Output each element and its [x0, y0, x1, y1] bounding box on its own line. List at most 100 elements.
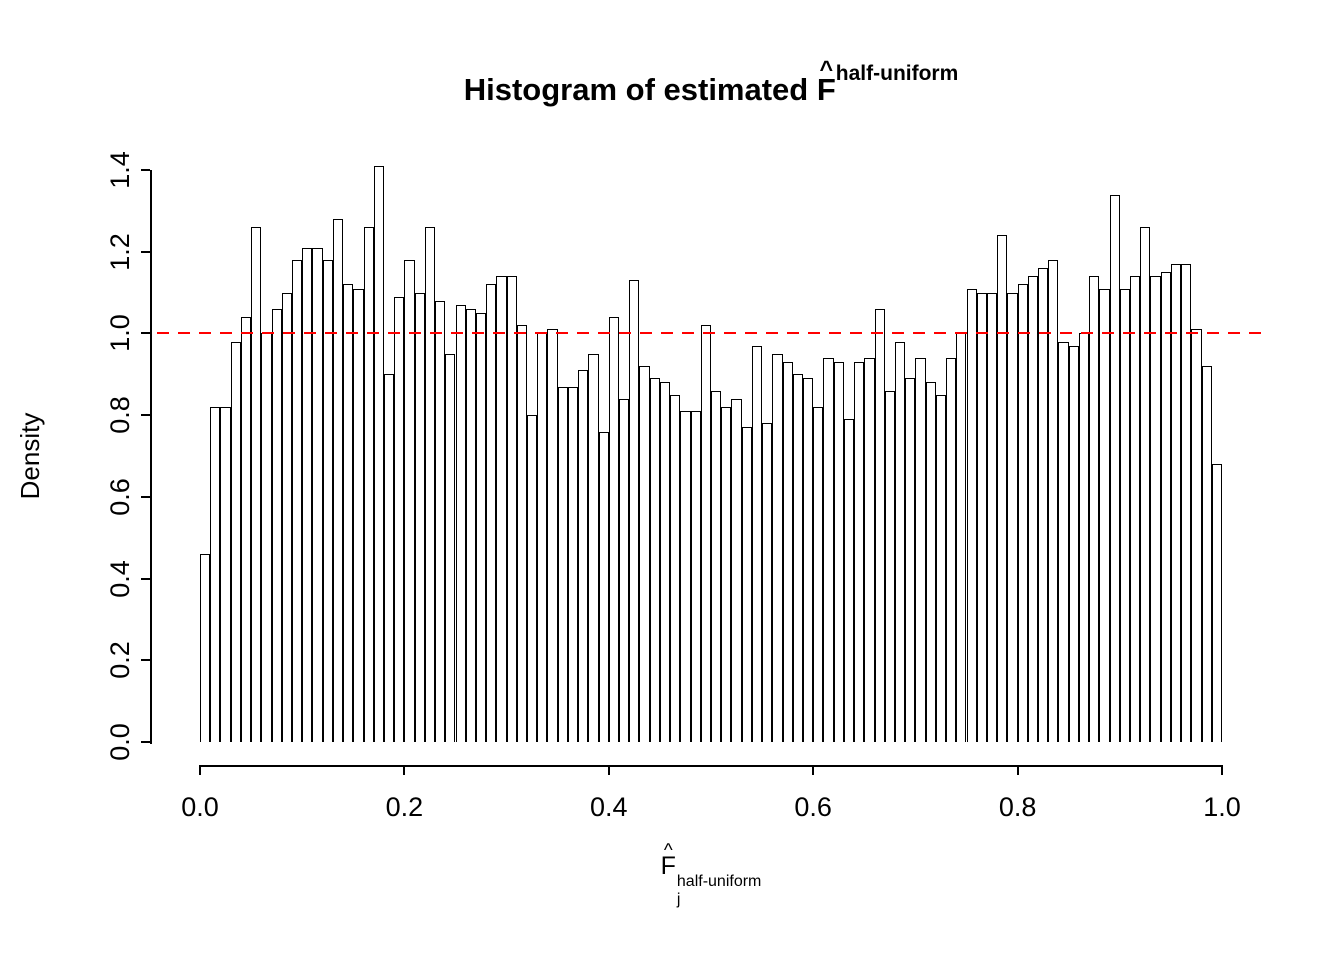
histogram-bar [598, 431, 609, 742]
histogram-bar [802, 378, 814, 742]
histogram-bar [210, 406, 221, 742]
histogram-bar [578, 370, 589, 742]
histogram-bar [659, 382, 671, 742]
histogram-bar [445, 353, 456, 742]
y-tick-mark [141, 495, 150, 498]
histogram-bar [230, 341, 241, 742]
histogram-bar [220, 406, 231, 742]
histogram-bar [414, 292, 425, 742]
histogram-bar [322, 259, 333, 742]
chart-title: Histogram of estimated ^ Fhalf-uniform [463, 57, 959, 108]
histogram-bar [251, 227, 262, 742]
histogram-bar [1211, 464, 1222, 742]
histogram-bar [394, 296, 405, 742]
x-tick-label: 0.2 [385, 792, 424, 822]
y-tick-label: 1.2 [105, 232, 135, 271]
xlabel-scripts: half-uniform j [677, 873, 761, 910]
histogram-bar [680, 411, 691, 742]
y-tick-mark [141, 577, 150, 580]
histogram-bar [475, 313, 487, 742]
histogram-bar [731, 398, 742, 742]
x-tick-mark [403, 765, 406, 775]
histogram-bar [588, 353, 599, 742]
histogram-bar [261, 333, 272, 742]
histogram-bar [711, 390, 722, 742]
xlabel-superscript: half-uniform [676, 873, 762, 890]
histogram-bar [864, 357, 875, 742]
histogram-bar [1089, 276, 1100, 742]
histogram-bar [813, 406, 824, 742]
histogram-bar [1181, 263, 1192, 742]
histogram-bar [772, 353, 783, 742]
y-tick-label: 0.8 [105, 396, 135, 434]
histogram-bar [741, 427, 752, 742]
histogram-bar [1058, 341, 1069, 742]
title-symbol: F [816, 72, 836, 107]
x-tick-mark [1016, 765, 1019, 775]
histogram-bar [762, 423, 773, 742]
histogram-bar [363, 227, 374, 742]
histogram-bar [435, 300, 446, 742]
histogram-bar [1201, 366, 1212, 742]
histogram-bar [1017, 284, 1028, 742]
histogram-bar [843, 419, 855, 742]
histogram-bar [1130, 276, 1141, 742]
histogram-bar [373, 165, 384, 742]
histogram-bar [353, 288, 364, 742]
histogram-bar [1191, 329, 1202, 742]
histogram-bar [925, 382, 936, 742]
y-tick-label: 0.0 [105, 723, 135, 761]
x-tick-label: 0.6 [794, 792, 832, 822]
histogram-bar [1027, 276, 1039, 742]
xlabel-subscript: j [676, 891, 681, 909]
y-tick-mark [141, 169, 150, 171]
x-axis-line [199, 765, 1223, 767]
histogram-bar [1068, 345, 1079, 742]
histogram-bar [506, 276, 517, 742]
histogram-bar [527, 415, 538, 742]
histogram-bar [271, 308, 282, 742]
title-superscript: half-uniform [835, 62, 959, 85]
histogram-bar [986, 292, 998, 742]
x-tick-mark [1221, 765, 1223, 775]
title-f-hat: ^ F [816, 57, 836, 108]
histogram-bar [782, 362, 793, 742]
hat-accent: ^ [819, 56, 834, 83]
histogram-bar [1119, 288, 1131, 742]
y-tick-label: 1.0 [105, 314, 135, 353]
histogram-bar [639, 366, 650, 742]
histogram-bar [383, 374, 395, 742]
histogram-bar [833, 362, 844, 742]
histogram-bar [465, 308, 476, 742]
histogram-bar [291, 259, 303, 742]
histogram-bar [1078, 333, 1090, 742]
x-tick-label: 1.0 [1203, 792, 1241, 822]
histogram-bar [567, 386, 579, 742]
x-tick-label: 0.8 [998, 792, 1037, 822]
histogram-bar [721, 406, 732, 742]
histogram-bar [332, 219, 344, 742]
histogram-bar [976, 292, 987, 742]
y-axis-label: Density [15, 412, 45, 500]
histogram-bar [608, 317, 620, 742]
x-tick-label: 0.4 [590, 792, 628, 822]
title-text: Histogram of estimated [463, 72, 817, 107]
histogram-bar [240, 317, 252, 742]
hat-accent: ^ [663, 838, 673, 860]
y-tick-label: 1.4 [105, 151, 135, 189]
histogram-bar [966, 288, 977, 742]
histogram-bar [281, 292, 292, 742]
histogram-bar [496, 276, 507, 742]
histogram-bar [1170, 263, 1182, 742]
histogram-bar [557, 386, 568, 742]
histogram-bar [516, 325, 528, 742]
histogram-bar [1109, 194, 1120, 742]
histogram-bar [1099, 288, 1110, 742]
histogram-bar [915, 357, 926, 742]
histogram-bar [619, 398, 630, 742]
y-tick-label: 0.2 [105, 641, 135, 680]
histogram-bar [343, 284, 354, 742]
histogram-bar [884, 390, 895, 742]
